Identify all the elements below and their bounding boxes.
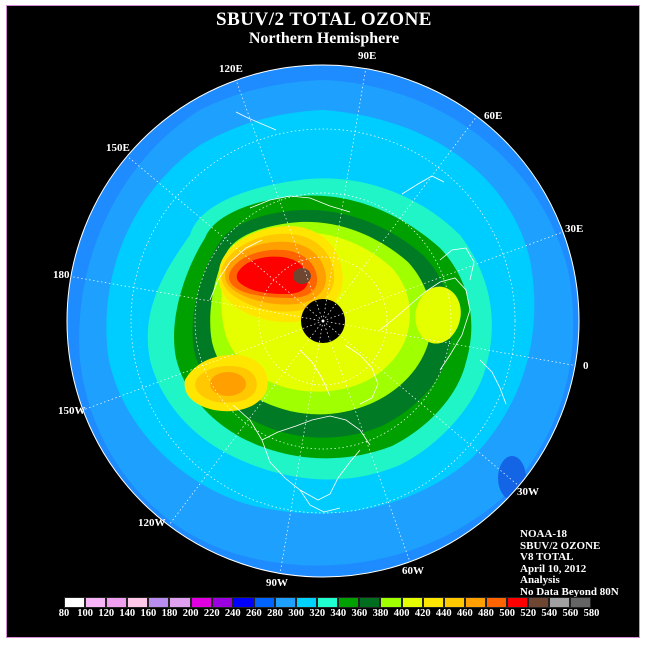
- lon-label-180: 180: [53, 269, 70, 281]
- lon-label-150w: 150W: [58, 405, 86, 417]
- lon-label-30e: 30E: [565, 223, 584, 235]
- page-subtitle: Northern Hemisphere: [248, 30, 400, 47]
- page-title: SBUV/2 TOTAL OZONE: [216, 9, 432, 30]
- color-scale-tick: 380: [372, 608, 389, 619]
- color-scale-tick: 580: [583, 608, 600, 619]
- ozone-band-500: [236, 256, 308, 294]
- color-swatch-9: [253, 597, 275, 608]
- color-swatch-22: [528, 597, 550, 608]
- color-swatch-19: [464, 597, 486, 608]
- color-scale-tick: 100: [77, 608, 93, 619]
- color-scale-tick: 160: [140, 608, 157, 619]
- color-scale-tick: 200: [182, 608, 199, 619]
- color-scale-tick: 440: [435, 608, 452, 619]
- graticule: [67, 66, 579, 575]
- color-scale-tick: 120: [98, 608, 115, 619]
- color-swatch-0: [64, 597, 86, 608]
- color-scale-tick: 460: [457, 608, 473, 619]
- color-swatch-7: [211, 597, 233, 608]
- color-swatch-5: [169, 597, 191, 608]
- info-line-satellite: NOAA-18: [520, 528, 568, 540]
- info-line-version: V8 TOTAL: [520, 551, 574, 564]
- color-scale-tick: 400: [393, 608, 410, 619]
- map-outline: [66, 64, 580, 578]
- info-line-product: SBUV/2 OZONE: [520, 539, 601, 552]
- color-scale-tick: 480: [478, 608, 494, 619]
- color-scale-tick: 520: [520, 608, 537, 619]
- lon-label-60w: 60W: [402, 565, 424, 577]
- info-block: NOAA-18 SBUV/2 OZONE V8 TOTAL April 10, …: [520, 528, 619, 599]
- color-swatch-18: [443, 597, 465, 608]
- color-scale-tick: 360: [351, 608, 368, 619]
- color-scale-tick: 320: [309, 608, 326, 619]
- color-scale-tick: 280: [267, 608, 283, 619]
- lon-label-0: 0: [583, 360, 589, 372]
- color-scale-tick: 240: [224, 608, 241, 619]
- color-swatch-12: [317, 597, 339, 608]
- color-swatch-15: [380, 597, 402, 608]
- color-scale-tick: 300: [288, 608, 304, 619]
- lon-label-60e: 60E: [484, 110, 503, 122]
- color-swatch-16: [401, 597, 423, 608]
- color-swatch-11: [296, 597, 318, 608]
- color-scale-tick: 140: [119, 608, 136, 619]
- color-swatch-14: [359, 597, 381, 608]
- color-swatch-20: [485, 597, 507, 608]
- lon-label-90w: 90W: [266, 577, 288, 589]
- coastlines: [209, 111, 507, 513]
- color-scale-tick: 80: [58, 608, 70, 619]
- info-line-date: April 10, 2012: [520, 562, 587, 575]
- color-swatch-10: [274, 597, 297, 608]
- lon-label-30w: 30W: [517, 486, 539, 498]
- info-line-note: No Data Beyond 80N: [520, 585, 619, 598]
- ozone-band-400-east: [415, 286, 461, 344]
- color-swatch-13: [338, 597, 360, 608]
- lon-label-150e: 150E: [106, 142, 130, 154]
- color-scale-tick: 260: [246, 608, 262, 619]
- lon-label-90e: 90E: [358, 50, 377, 62]
- color-swatch-4: [148, 597, 170, 608]
- lon-label-120w: 120W: [138, 517, 166, 529]
- color-scale-tick: 340: [330, 608, 347, 619]
- color-scale-ticks: 80 100 120 140 160 180 200 220 240 260 280 300 320 34…: [57, 608, 600, 621]
- color-scale-tick: 560: [562, 608, 579, 619]
- color-scale-tick: 220: [203, 608, 220, 619]
- color-swatch-17: [422, 597, 444, 608]
- color-swatch-8: [232, 597, 254, 608]
- color-scale-tick: 180: [161, 608, 178, 619]
- color-scale-tick: 540: [541, 608, 558, 619]
- color-swatch-6: [190, 597, 212, 608]
- lon-label-120e: 120E: [219, 63, 243, 75]
- color-swatch-3: [127, 597, 149, 608]
- color-swatch-21: [506, 597, 529, 608]
- ozone-band-460-south: [210, 372, 246, 396]
- color-scale-bar: [64, 597, 592, 608]
- color-swatch-2: [106, 597, 128, 608]
- color-scale-tick: 500: [499, 608, 515, 619]
- color-swatch-1: [85, 597, 107, 608]
- color-swatch-24: [570, 597, 592, 608]
- color-scale-tick: 420: [414, 608, 431, 619]
- ozone-band-520: [293, 268, 311, 284]
- color-swatch-23: [549, 597, 571, 608]
- info-line-type: Analysis: [520, 574, 560, 587]
